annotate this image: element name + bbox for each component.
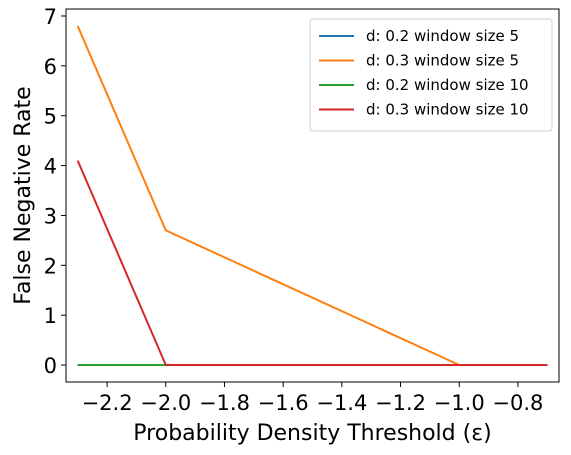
plot-area bbox=[65, 8, 560, 383]
y-tick-label: 7 bbox=[44, 5, 57, 29]
x-tick-label: −0.8 bbox=[492, 391, 543, 415]
x-tick-label: −1.6 bbox=[258, 391, 309, 415]
legend-label-4: d: 0.3 window size 10 bbox=[366, 101, 529, 119]
legend-box bbox=[309, 18, 553, 132]
x-tick-label: −1.8 bbox=[199, 391, 250, 415]
legend-label-3: d: 0.2 window size 10 bbox=[366, 76, 529, 94]
y-tick-label: 6 bbox=[44, 55, 57, 79]
legend: d: 0.2 window size 5 d: 0.3 window size 5… bbox=[309, 18, 553, 132]
y-axis: 0 1 2 3 4 5 6 7 bbox=[44, 5, 66, 378]
legend-label-2: d: 0.3 window size 5 bbox=[366, 52, 519, 70]
series-layer bbox=[76, 25, 548, 366]
x-tick-label: −2.2 bbox=[82, 391, 133, 415]
y-tick-label: 2 bbox=[44, 254, 57, 278]
plot-frame bbox=[65, 8, 560, 383]
y-tick-label: 1 bbox=[44, 304, 57, 328]
y-tick-label: 5 bbox=[44, 105, 57, 129]
series-line-4 bbox=[76, 160, 548, 366]
y-tick-label: 3 bbox=[44, 204, 57, 228]
y-tick-label: 4 bbox=[44, 155, 57, 179]
x-tick-label: −2.0 bbox=[140, 391, 191, 415]
x-tick-label: −1.0 bbox=[434, 391, 485, 415]
x-axis: −2.2 −2.0 −1.8 −1.6 −1.4 −1.2 −1.0 −0.8 bbox=[82, 382, 543, 415]
y-tick-label: 0 bbox=[44, 354, 57, 378]
y-axis-label: False Negative Rate bbox=[11, 86, 36, 304]
x-axis-label: Probability Density Threshold (ε) bbox=[133, 421, 491, 446]
x-tick-label: −1.4 bbox=[316, 391, 367, 415]
x-tick-label: −1.2 bbox=[375, 391, 426, 415]
legend-label-1: d: 0.2 window size 5 bbox=[366, 27, 519, 45]
